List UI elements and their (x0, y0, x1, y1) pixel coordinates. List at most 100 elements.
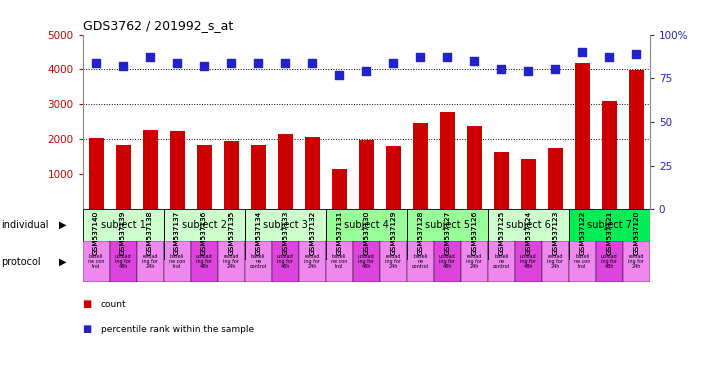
Text: GSM537125: GSM537125 (498, 211, 504, 255)
Text: GSM537133: GSM537133 (282, 211, 288, 255)
Text: GSM537132: GSM537132 (309, 211, 315, 255)
Text: reload
ing for
24h: reload ing for 24h (547, 254, 563, 270)
Bar (380, 241, 406, 282)
Text: unload
ing for
48h: unload ing for 48h (115, 254, 131, 270)
Bar (143, 129, 157, 209)
Text: subject 6: subject 6 (505, 220, 551, 230)
Text: GSM537131: GSM537131 (336, 211, 342, 255)
Bar (299, 241, 326, 282)
Bar (164, 241, 190, 282)
Text: GSM537120: GSM537120 (633, 211, 639, 255)
Text: GSM537126: GSM537126 (471, 211, 477, 255)
Bar (116, 145, 131, 209)
Text: reload
ing for
24h: reload ing for 24h (466, 254, 482, 270)
Bar (332, 169, 347, 209)
Bar (494, 152, 508, 209)
Bar (83, 241, 110, 282)
Point (225, 60, 237, 66)
Text: GSM537123: GSM537123 (552, 211, 559, 255)
Text: GSM537136: GSM537136 (201, 211, 207, 255)
Bar (271, 241, 299, 282)
Bar (602, 101, 617, 209)
Bar (245, 209, 326, 241)
Text: unload
ing for
48h: unload ing for 48h (196, 254, 213, 270)
Text: subject 1: subject 1 (101, 220, 146, 230)
Text: GSM537140: GSM537140 (93, 211, 99, 255)
Text: GSM537138: GSM537138 (147, 211, 153, 255)
Text: unload
ing for
48h: unload ing for 48h (276, 254, 294, 270)
Bar (467, 126, 482, 209)
Bar (326, 241, 353, 282)
Bar (190, 241, 218, 282)
Bar (245, 241, 271, 282)
Point (172, 60, 183, 66)
Bar (386, 146, 401, 209)
Text: GSM537138: GSM537138 (147, 211, 153, 255)
Bar (623, 241, 650, 282)
Point (90, 60, 102, 66)
Bar (164, 209, 245, 241)
Bar (88, 137, 103, 209)
Text: baseli
ne
control: baseli ne control (411, 254, 429, 270)
Text: subject 4: subject 4 (344, 220, 388, 230)
Text: unload
ing for
48h: unload ing for 48h (439, 254, 456, 270)
Text: protocol: protocol (1, 257, 41, 266)
Bar (218, 241, 245, 282)
Text: baseli
ne con
trol: baseli ne con trol (331, 254, 348, 270)
Text: reload
ing for
24h: reload ing for 24h (142, 254, 158, 270)
Bar (326, 209, 406, 241)
Bar (575, 63, 589, 209)
Bar (461, 241, 488, 282)
Text: GSM537128: GSM537128 (417, 211, 423, 255)
Text: baseli
ne con
trol: baseli ne con trol (169, 254, 185, 270)
Point (495, 66, 507, 73)
Text: count: count (101, 300, 126, 309)
Point (523, 68, 534, 74)
Bar (406, 209, 488, 241)
Point (117, 63, 129, 69)
Bar (406, 241, 434, 282)
Text: ▶: ▶ (59, 220, 66, 230)
Text: GSM537124: GSM537124 (526, 211, 531, 255)
Text: reload
ing for
24h: reload ing for 24h (304, 254, 320, 270)
Point (414, 54, 426, 60)
Text: GSM537134: GSM537134 (255, 211, 261, 255)
Text: GDS3762 / 201992_s_at: GDS3762 / 201992_s_at (83, 19, 233, 32)
Bar (83, 209, 164, 241)
Bar (413, 123, 428, 209)
Point (144, 54, 156, 60)
Text: GSM537127: GSM537127 (444, 211, 450, 255)
Bar (596, 241, 623, 282)
Text: GSM537130: GSM537130 (363, 211, 369, 255)
Bar (136, 241, 164, 282)
Text: subject 5: subject 5 (425, 220, 470, 230)
Bar (542, 241, 569, 282)
Bar (548, 148, 563, 209)
Point (307, 60, 318, 66)
Text: GSM537124: GSM537124 (526, 211, 531, 255)
Text: unload
ing for
48h: unload ing for 48h (520, 254, 536, 270)
Text: GSM537127: GSM537127 (444, 211, 450, 255)
Point (360, 68, 372, 74)
Text: individual: individual (1, 220, 49, 230)
Point (468, 58, 480, 64)
Text: baseli
ne
control: baseli ne control (493, 254, 510, 270)
Text: reload
ing for
24h: reload ing for 24h (385, 254, 401, 270)
Text: GSM537135: GSM537135 (228, 211, 234, 255)
Text: GSM537137: GSM537137 (174, 211, 180, 255)
Point (333, 72, 345, 78)
Text: GSM537132: GSM537132 (309, 211, 315, 255)
Point (198, 63, 210, 69)
Bar (224, 141, 238, 209)
Text: GSM537125: GSM537125 (498, 211, 504, 255)
Text: GSM537139: GSM537139 (120, 211, 126, 255)
Text: GSM537133: GSM537133 (282, 211, 288, 255)
Text: baseli
ne con
trol: baseli ne con trol (88, 254, 104, 270)
Text: GSM537126: GSM537126 (471, 211, 477, 255)
Bar (488, 209, 569, 241)
Text: baseli
ne con
trol: baseli ne con trol (574, 254, 590, 270)
Text: GSM537123: GSM537123 (552, 211, 559, 255)
Text: ▶: ▶ (59, 257, 66, 266)
Bar (110, 241, 136, 282)
Point (577, 49, 588, 55)
